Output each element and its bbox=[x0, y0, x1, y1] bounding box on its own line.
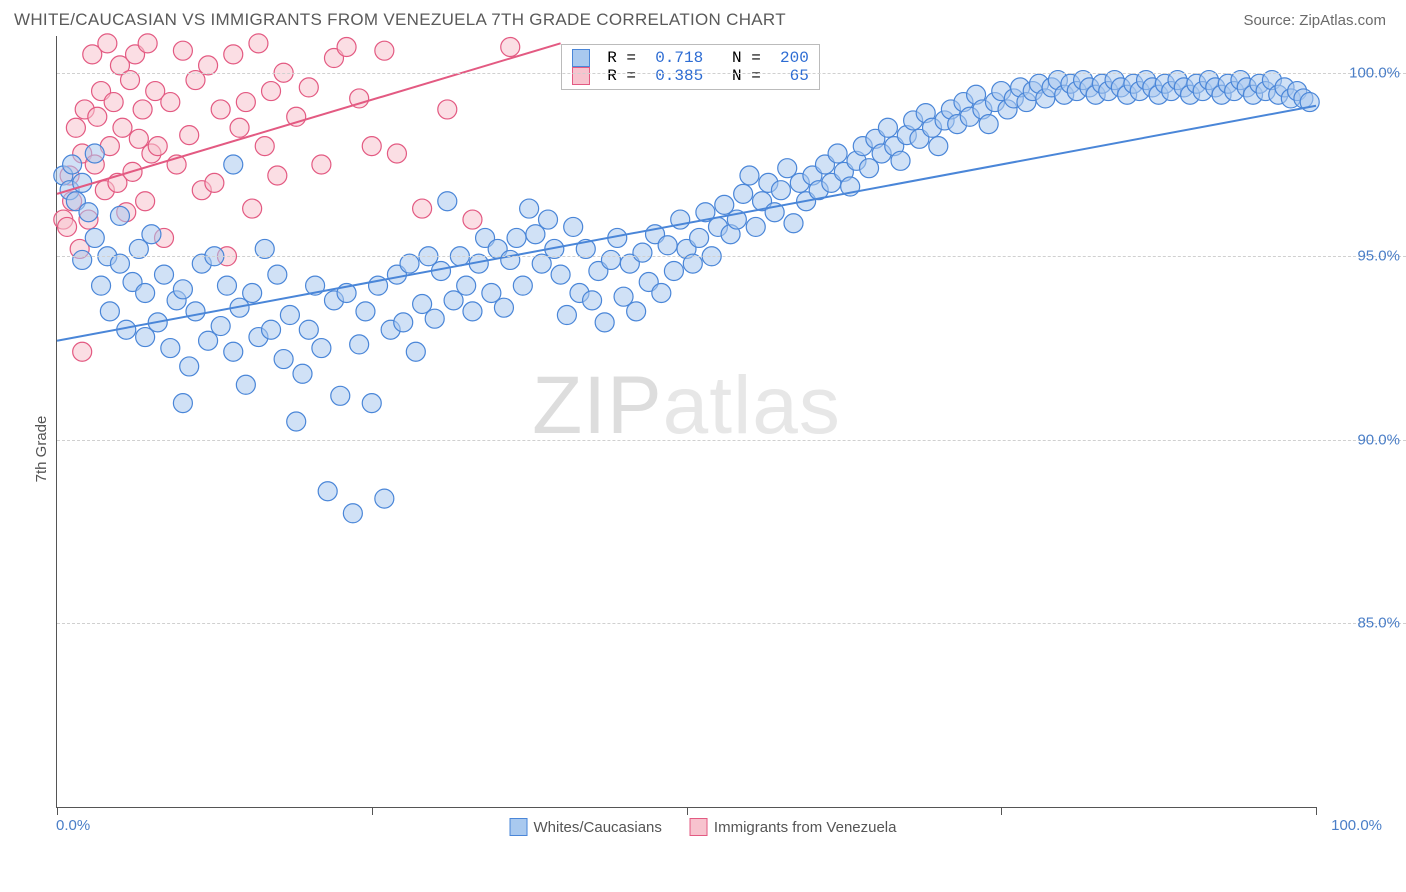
source-label: Source: ZipAtlas.com bbox=[1243, 12, 1386, 29]
chart-container: 7th Grade ZIPatlas R = 0.718 N = 200 R =… bbox=[0, 36, 1406, 862]
series-legend: Whites/Caucasians Immigrants from Venezu… bbox=[510, 818, 897, 836]
swatch-icon bbox=[510, 818, 528, 836]
stats-legend-box: R = 0.718 N = 200 R = 0.385 N = 65 bbox=[561, 44, 820, 90]
y-tick-label: 85.0% bbox=[1357, 615, 1400, 632]
legend-item-series1: Whites/Caucasians bbox=[510, 818, 662, 836]
legend-label: Immigrants from Venezuela bbox=[714, 819, 897, 836]
chart-title: WHITE/CAUCASIAN VS IMMIGRANTS FROM VENEZ… bbox=[14, 10, 786, 30]
scatter-svg bbox=[57, 36, 1316, 807]
y-tick-label: 100.0% bbox=[1349, 64, 1400, 81]
legend-label: Whites/Caucasians bbox=[534, 819, 662, 836]
legend-item-series2: Immigrants from Venezuela bbox=[690, 818, 897, 836]
y-axis-label: 7th Grade bbox=[33, 416, 50, 483]
swatch-icon bbox=[690, 818, 708, 836]
stats-legend-row: R = 0.718 N = 200 bbox=[572, 49, 809, 67]
swatch-icon bbox=[572, 49, 590, 67]
plot-area: ZIPatlas R = 0.718 N = 200 R = 0.385 N =… bbox=[56, 36, 1316, 808]
swatch-icon bbox=[572, 67, 590, 85]
y-tick-label: 90.0% bbox=[1357, 431, 1400, 448]
stats-legend-row: R = 0.385 N = 65 bbox=[572, 67, 809, 85]
x-axis-min-label: 0.0% bbox=[56, 817, 90, 834]
y-tick-label: 95.0% bbox=[1357, 248, 1400, 265]
x-axis-max-label: 100.0% bbox=[1331, 817, 1382, 834]
